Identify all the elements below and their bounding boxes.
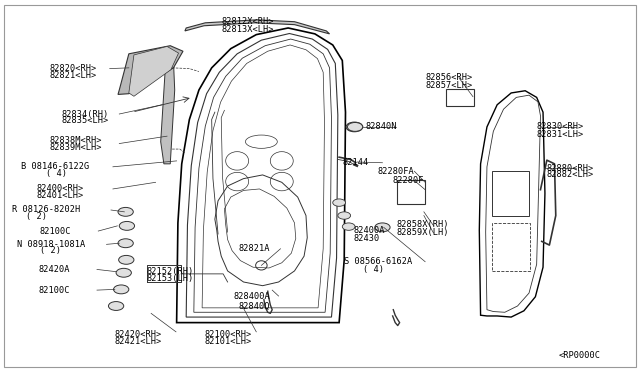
Text: 82100C: 82100C <box>40 227 71 235</box>
Text: ( 4): ( 4) <box>364 264 385 273</box>
Text: S 08566-6162A: S 08566-6162A <box>344 257 412 266</box>
Text: 82882<LH>: 82882<LH> <box>546 170 593 179</box>
Text: 82813X<LH>: 82813X<LH> <box>221 25 274 33</box>
Text: 82830<RH>: 82830<RH> <box>537 122 584 131</box>
Circle shape <box>333 199 346 206</box>
Text: 82821A: 82821A <box>239 244 270 253</box>
Text: B 08146-6122G: B 08146-6122G <box>20 162 89 171</box>
Text: 82856<RH>: 82856<RH> <box>425 73 472 82</box>
Text: 82820<RH>: 82820<RH> <box>49 64 97 73</box>
Circle shape <box>113 285 129 294</box>
Polygon shape <box>185 20 330 34</box>
Text: <RP0000C: <RP0000C <box>559 350 601 360</box>
Text: 82835<LH>: 82835<LH> <box>62 116 109 125</box>
Text: 82420A: 82420A <box>38 265 70 274</box>
Text: 82152(RH): 82152(RH) <box>147 267 194 276</box>
Circle shape <box>338 212 351 219</box>
Text: ( 2): ( 2) <box>26 212 47 221</box>
Text: 82812X<RH>: 82812X<RH> <box>221 17 274 26</box>
Circle shape <box>119 221 134 230</box>
Circle shape <box>108 302 124 310</box>
Text: 82420<RH>: 82420<RH> <box>115 330 162 339</box>
Circle shape <box>118 256 134 264</box>
Text: 82430: 82430 <box>353 234 380 243</box>
Text: 82840Q: 82840Q <box>239 301 270 311</box>
Text: 82100<RH>: 82100<RH> <box>204 330 252 339</box>
Text: ( 2): ( 2) <box>40 247 61 256</box>
Circle shape <box>118 208 133 216</box>
Circle shape <box>118 239 133 248</box>
Text: ( 4): ( 4) <box>46 169 67 178</box>
Text: 82421<LH>: 82421<LH> <box>115 337 162 346</box>
Polygon shape <box>161 61 175 164</box>
Text: 82153(LH): 82153(LH) <box>147 274 194 283</box>
Text: 82821<LH>: 82821<LH> <box>49 71 97 80</box>
Text: 82280FA: 82280FA <box>378 167 414 176</box>
Circle shape <box>348 122 363 131</box>
Text: 82401<LH>: 82401<LH> <box>36 191 84 200</box>
Circle shape <box>375 223 390 232</box>
Circle shape <box>116 268 131 277</box>
Text: 82838M<RH>: 82838M<RH> <box>49 136 102 145</box>
Text: R 08126-8202H: R 08126-8202H <box>12 205 81 215</box>
Text: 82831<LH>: 82831<LH> <box>537 130 584 139</box>
Text: 82839M<LH>: 82839M<LH> <box>49 143 102 152</box>
Text: 82400<RH>: 82400<RH> <box>36 185 84 193</box>
Text: 82400A: 82400A <box>353 226 385 235</box>
Text: 82100C: 82100C <box>38 286 70 295</box>
Text: 82858X(RH): 82858X(RH) <box>396 220 449 229</box>
Text: N 08918-1081A: N 08918-1081A <box>17 240 86 249</box>
Polygon shape <box>118 46 183 94</box>
Circle shape <box>342 223 355 230</box>
Text: 82280F: 82280F <box>393 176 424 185</box>
Text: 82834(RH): 82834(RH) <box>62 109 109 119</box>
Text: 82101<LH>: 82101<LH> <box>204 337 252 346</box>
Text: 82840N: 82840N <box>366 122 397 131</box>
Polygon shape <box>129 46 179 96</box>
Text: 82880<RH>: 82880<RH> <box>546 164 593 173</box>
Text: 828400A: 828400A <box>234 292 271 301</box>
Text: 82859X(LH): 82859X(LH) <box>396 228 449 237</box>
Circle shape <box>346 122 363 132</box>
Text: 82144: 82144 <box>343 158 369 167</box>
Text: 82857<LH>: 82857<LH> <box>425 81 472 90</box>
